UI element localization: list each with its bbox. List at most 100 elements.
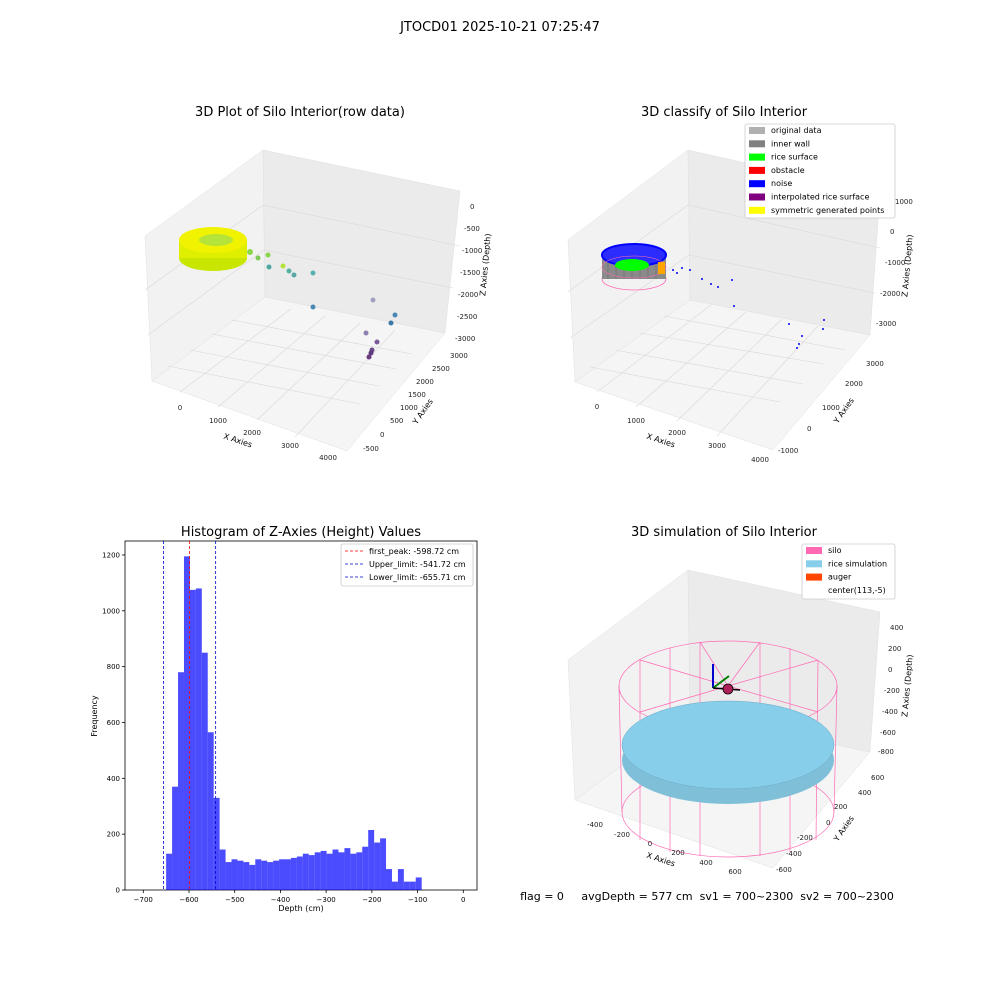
svg-text:0: 0 (595, 403, 599, 411)
histogram-bar (320, 850, 327, 890)
histogram-bar (231, 859, 238, 890)
histogram-bar (409, 881, 416, 890)
svg-text:3000: 3000 (450, 352, 468, 360)
raw-z-ticks: 0 -500 -1000 -1500 -2000 -2500 -3000 (455, 203, 482, 343)
classify-3d-title: 3D classify of Silo Interior (641, 105, 808, 120)
svg-text:0: 0 (380, 431, 384, 439)
histogram-bar (225, 862, 232, 890)
svg-text:3000: 3000 (708, 442, 726, 450)
svg-text:0: 0 (178, 404, 182, 412)
svg-text:0: 0 (648, 840, 652, 848)
histogram-bar (296, 856, 303, 890)
histogram-y-tick-label: 0 (116, 887, 120, 895)
svg-text:-2000: -2000 (880, 290, 900, 298)
svg-text:1000: 1000 (209, 417, 227, 425)
svg-text:-600: -600 (880, 729, 896, 737)
histogram-x-tick-label: −500 (225, 896, 244, 904)
svg-text:-1000: -1000 (885, 259, 905, 267)
histogram-legend-label: first_peak: -598.72 cm (369, 547, 459, 556)
histogram-bar (189, 589, 196, 890)
histogram-bar (166, 853, 173, 890)
sim-legend: silo rice simulation auger center(113,-5) (801, 543, 896, 600)
classify-x-ticks: 0 1000 2000 3000 4000 (595, 403, 769, 464)
histogram-bar (356, 852, 363, 890)
svg-text:-500: -500 (363, 445, 379, 453)
histogram-bar (374, 842, 381, 890)
classify-floor-pane (574, 299, 871, 451)
sim-x-ticks: -400 -200 0 200 400 600 (587, 821, 742, 876)
svg-text:1500: 1500 (408, 391, 426, 399)
figure-title: JTOCD01 2025-10-21 07:25:47 (399, 20, 600, 35)
histogram-bar (183, 556, 190, 890)
classify-legend-item-label: rice surface (771, 153, 818, 162)
histogram-bar (391, 881, 398, 890)
svg-text:2000: 2000 (845, 380, 863, 388)
histogram-x-tick-label: 0 (461, 896, 465, 904)
histogram-bar (344, 848, 351, 890)
histogram-bar (415, 877, 422, 890)
histogram-bar (237, 860, 244, 890)
classify-legend-item-label: original data (771, 126, 822, 135)
svg-text:200: 200 (888, 645, 901, 653)
sim-y-ticks: -600 -400 -200 0 200 400 600 (776, 774, 884, 874)
histogram-x-tick-label: −400 (271, 896, 290, 904)
svg-text:0: 0 (826, 819, 830, 827)
status-line: flag = 0 avgDepth = 577 cm sv1 = 700~230… (520, 890, 894, 903)
classify-legend-item-swatch (749, 127, 765, 134)
sim-rice-surface (621, 700, 835, 804)
classify-legend-item-label: symmetric generated points (771, 206, 884, 215)
raw-3d-title: 3D Plot of Silo Interior(row data) (195, 105, 405, 120)
histogram-bar (308, 855, 315, 890)
classify-legend-item-label: obstacle (771, 166, 805, 175)
svg-text:600: 600 (871, 774, 884, 782)
histogram-y-ticks: 0 200 400 600 800 1000 1200 (102, 551, 125, 895)
svg-text:400: 400 (890, 624, 903, 632)
classify-grid (567, 204, 881, 437)
histogram-bar (302, 853, 309, 890)
histogram-x-ticks: −700 −600 −500 −400 −300 −200 −100 0 (134, 890, 466, 904)
histogram-bars (166, 556, 422, 890)
svg-text:3000: 3000 (281, 442, 299, 450)
classify-legend-item-swatch (749, 166, 765, 174)
histogram-bar (219, 849, 226, 890)
histogram-bar (273, 860, 280, 890)
histogram-bar (290, 857, 297, 890)
histogram-y-tick-label: 1000 (102, 607, 120, 615)
svg-text:-800: -800 (878, 748, 894, 756)
histogram-x-label: Depth (cm) (278, 904, 323, 913)
histogram-bar (314, 852, 321, 890)
sim-y-label: Y Axies (831, 814, 856, 844)
sim-z-ticks: 400 200 0 -200 -400 -600 -800 (878, 624, 903, 756)
histogram-bar (397, 869, 404, 890)
histogram-bar (332, 849, 339, 890)
histogram-x-tick-label: −100 (408, 896, 427, 904)
svg-text:-2500: -2500 (457, 313, 477, 321)
raw-3d-panel: 3D Plot of Silo Interior(row data) (144, 105, 493, 462)
sim-legend-item-label: auger (828, 573, 852, 582)
histogram-bar (243, 862, 250, 890)
svg-text:200: 200 (671, 849, 684, 857)
sim-z-label: Z Axies (Depth) (900, 654, 914, 717)
svg-text:400: 400 (858, 789, 871, 797)
histogram-y-tick-label: 800 (107, 663, 120, 671)
histogram-bar (285, 859, 291, 890)
raw-point-cloud (179, 227, 398, 360)
classify-z-label: Z Axies (Depth) (900, 234, 914, 297)
histogram-legend-label: Lower_limit: -655.71 cm (369, 573, 466, 582)
histogram-bar (338, 852, 345, 890)
sim-legend-item-label: rice simulation (828, 559, 887, 568)
svg-text:-1500: -1500 (460, 269, 480, 277)
svg-text:2000: 2000 (668, 429, 686, 437)
histogram-y-label: Frequency (90, 695, 99, 737)
classify-legend-item-swatch (749, 140, 765, 148)
histogram-bar (326, 853, 333, 890)
histogram-bar (249, 864, 256, 890)
classify-legend-item-swatch (749, 206, 765, 214)
svg-text:2000: 2000 (243, 429, 261, 437)
classify-3d-panel: 3D classify of Silo Interior (567, 105, 915, 464)
histogram-bar (207, 732, 214, 890)
svg-text:1000: 1000 (400, 404, 418, 412)
histogram-bar (178, 672, 184, 890)
histogram-bar (368, 829, 375, 890)
histogram-bar (201, 652, 208, 890)
